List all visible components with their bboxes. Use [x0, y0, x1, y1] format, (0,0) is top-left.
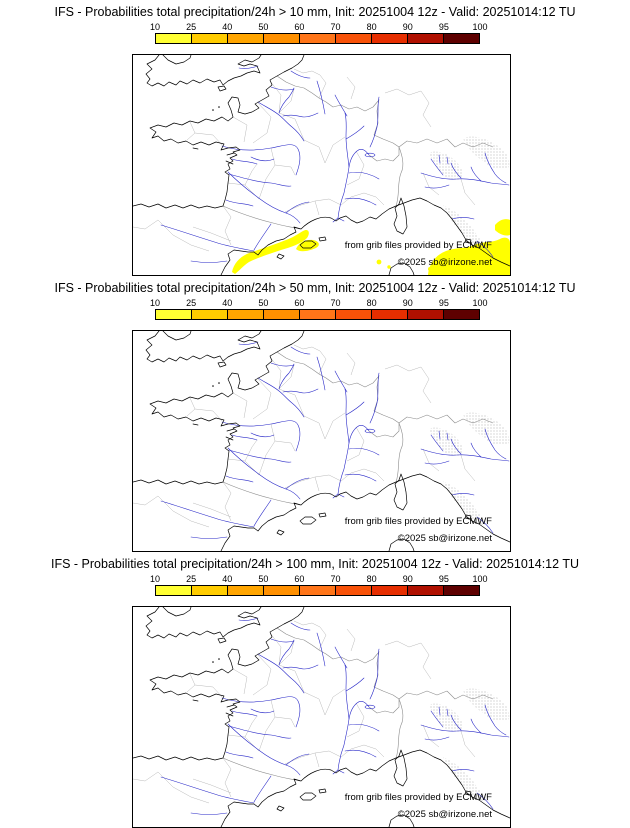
colorbar-segment	[336, 586, 372, 595]
colorbar-bar	[155, 309, 480, 320]
data-source-credit: from grib files provided by ECMWF	[344, 792, 492, 803]
copyright-notice: ©2025 sb@irizone.net	[397, 257, 492, 268]
probability-colorbar: 10 25 40 50 60 70 80 90 95 100	[150, 298, 488, 324]
colorbar-segment	[300, 586, 336, 595]
colorbar-tick-label: 100	[472, 22, 488, 32]
colorbar-tick-label: 60	[294, 298, 305, 308]
colorbar-tick-label: 70	[330, 22, 341, 32]
data-source-credit: from grib files provided by ECMWF	[344, 240, 492, 251]
colorbar-tick-label: 10	[149, 574, 161, 584]
colorbar-tick-label: 80	[366, 22, 377, 32]
colorbar-tick-label: 95	[438, 22, 449, 32]
colorbar-segment	[228, 34, 264, 43]
colorbar-segment	[408, 310, 444, 319]
colorbar-tick-label: 95	[438, 574, 449, 584]
colorbar-tick-label: 60	[294, 22, 305, 32]
colorbar-segment	[336, 310, 372, 319]
colorbar-tick-label: 100	[472, 574, 488, 584]
probability-colorbar: 10 25 40 50 60 70 80 90 95 100	[150, 574, 488, 600]
colorbar-segment	[228, 586, 264, 595]
colorbar-segment	[156, 34, 192, 43]
colorbar-tick-label: 40	[222, 574, 233, 584]
data-source-credit: from grib files provided by ECMWF	[344, 516, 492, 527]
colorbar-tick-label: 40	[222, 22, 233, 32]
colorbar-ticks: 10 25 40 50 60 70 80 90 95 100	[150, 574, 488, 585]
colorbar-segment	[444, 586, 479, 595]
colorbar-tick-label: 70	[330, 298, 341, 308]
precipitation-probability-map: from grib files provided by ECMWF ©2025 …	[132, 54, 511, 276]
panel-title: IFS - Probabilities total precipitation/…	[54, 5, 576, 19]
colorbar-segment	[372, 586, 408, 595]
colorbar-tick-label: 90	[402, 22, 413, 32]
colorbar-segment	[264, 34, 300, 43]
colorbar-tick-label: 25	[186, 298, 197, 308]
colorbar-segment	[408, 34, 444, 43]
colorbar-tick-label: 10	[149, 298, 161, 308]
colorbar-segment	[408, 586, 444, 595]
colorbar-segment	[156, 586, 192, 595]
forecast-panel-50mm: IFS - Probabilities total precipitation/…	[0, 276, 630, 552]
panel-title: IFS - Probabilities total precipitation/…	[54, 281, 576, 295]
probability-colorbar: 10 25 40 50 60 70 80 90 95 100	[150, 22, 488, 48]
colorbar-segment	[192, 310, 228, 319]
colorbar-tick-label: 90	[402, 298, 413, 308]
colorbar-segment	[444, 310, 479, 319]
precipitation-probability-map: from grib files provided by ECMWF ©2025 …	[132, 606, 511, 828]
colorbar-tick-label: 50	[258, 574, 269, 584]
colorbar-tick-label: 10	[149, 22, 161, 32]
colorbar-segment	[372, 310, 408, 319]
colorbar-tick-label: 60	[294, 574, 305, 584]
colorbar-segment	[192, 34, 228, 43]
forecast-panel-100mm: IFS - Probabilities total precipitation/…	[0, 552, 630, 828]
colorbar-tick-label: 40	[222, 298, 233, 308]
colorbar-segment	[300, 34, 336, 43]
colorbar-segment	[228, 310, 264, 319]
colorbar-segment	[264, 586, 300, 595]
colorbar-tick-label: 95	[438, 298, 449, 308]
colorbar-tick-label: 80	[366, 574, 377, 584]
colorbar-tick-label: 50	[258, 298, 269, 308]
colorbar-segment	[156, 310, 192, 319]
colorbar-tick-label: 90	[402, 574, 413, 584]
copyright-notice: ©2025 sb@irizone.net	[397, 809, 492, 820]
copyright-notice: ©2025 sb@irizone.net	[397, 533, 492, 544]
colorbar-segment	[336, 34, 372, 43]
colorbar-ticks: 10 25 40 50 60 70 80 90 95 100	[150, 22, 488, 33]
colorbar-tick-label: 100	[472, 298, 488, 308]
colorbar-tick-label: 25	[186, 22, 197, 32]
colorbar-segment	[372, 34, 408, 43]
colorbar-ticks: 10 25 40 50 60 70 80 90 95 100	[150, 298, 488, 309]
colorbar-segment	[444, 34, 479, 43]
colorbar-tick-label: 25	[186, 574, 197, 584]
colorbar-segment	[192, 586, 228, 595]
panel-title: IFS - Probabilities total precipitation/…	[51, 557, 579, 571]
colorbar-segment	[264, 310, 300, 319]
colorbar-bar	[155, 33, 480, 44]
precipitation-probability-map: from grib files provided by ECMWF ©2025 …	[132, 330, 511, 552]
colorbar-tick-label: 50	[258, 22, 269, 32]
colorbar-bar	[155, 585, 480, 596]
colorbar-segment	[300, 310, 336, 319]
colorbar-tick-label: 80	[366, 298, 377, 308]
forecast-panel-10mm: IFS - Probabilities total precipitation/…	[0, 0, 630, 276]
colorbar-tick-label: 70	[330, 574, 341, 584]
